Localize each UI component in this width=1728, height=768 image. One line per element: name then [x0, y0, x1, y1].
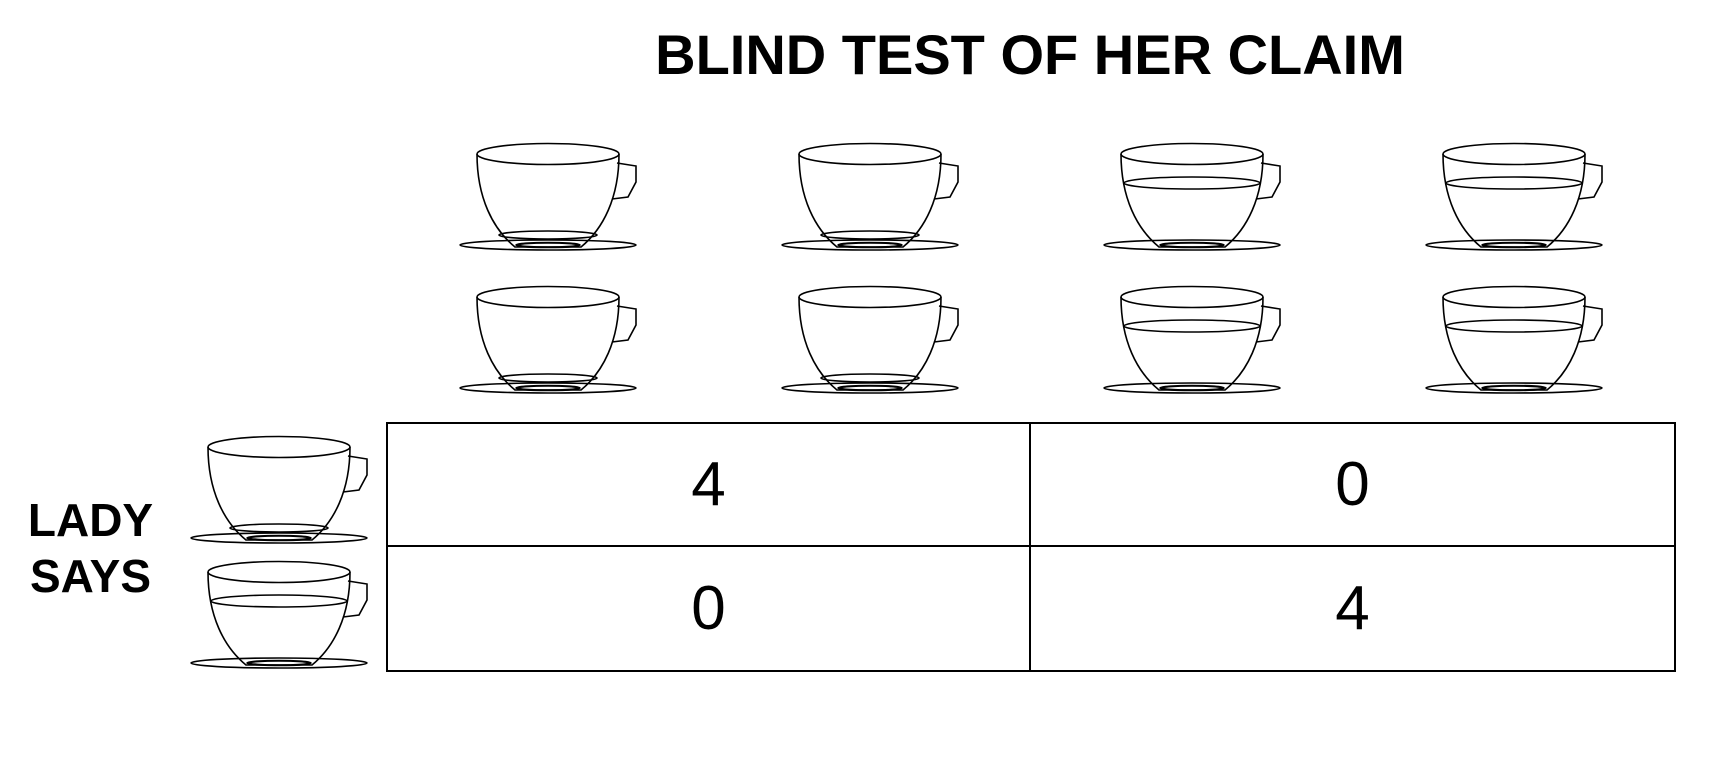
table-cell-r2-c2: 4 [1335, 573, 1370, 643]
table-cell-r1-c1: 4 [388, 424, 1031, 547]
teacup-low-fill-icon [781, 285, 959, 394]
diagram-title: BLIND TEST OF HER CLAIM [655, 23, 1405, 86]
teacup-high-fill-icon [1425, 142, 1603, 251]
teacup-low-fill-icon [781, 142, 959, 251]
lady-says-label: LADY SAYS [18, 492, 163, 604]
teacup-high-fill-icon [190, 560, 368, 669]
teacup-high-fill-icon [1425, 285, 1603, 394]
table-cell-r2-c1: 0 [388, 547, 1031, 670]
teacup-low-fill-icon [459, 142, 637, 251]
teacup-low-fill-icon [459, 285, 637, 394]
lady-says-label-line2: SAYS [29, 550, 152, 602]
teacup-high-fill-icon [1103, 285, 1281, 394]
contingency-table: 4 0 0 4 [386, 422, 1676, 672]
table-cell-r1-c2: 0 [1031, 424, 1674, 547]
teacup-high-fill-icon [1103, 142, 1281, 251]
lady-says-label-line1: LADY [27, 494, 154, 546]
teacup-low-fill-icon [190, 435, 368, 544]
